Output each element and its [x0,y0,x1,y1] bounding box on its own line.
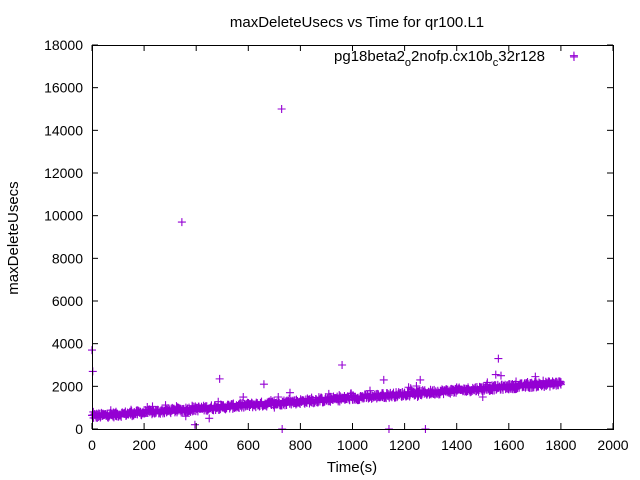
data-point [285,388,294,397]
data-point [274,393,283,401]
x-tick-label: 1600 [493,437,524,453]
data-point [127,405,136,414]
x-tick-label: 0 [88,437,96,453]
data-point [259,380,268,389]
x-tick-label: 400 [185,437,209,453]
data-point [374,391,383,400]
data-point [181,412,190,421]
chart-title: maxDeleteUsecs vs Time for qr100.L1 [230,14,484,31]
plot-marks [88,51,578,433]
y-tick-label: 12000 [44,165,83,181]
x-tick-label: 1200 [389,437,420,453]
data-point [504,380,513,389]
data-point [416,375,425,384]
y-tick-labels: 0 2000 4000 6000 8000 10000 12000 14000 16000 180… [44,37,83,437]
data-point [379,375,388,384]
data-point [413,393,422,401]
y-tick-label: 10000 [44,208,83,224]
data-point [400,388,409,397]
legend-label: pg18beta2o2nofp.cx10bc32r128 [334,48,545,69]
x-tick-label: 200 [132,437,156,453]
legend-marker [570,53,578,61]
data-point [556,378,565,387]
y-tick-label: 0 [75,421,83,437]
data-point [348,395,357,404]
data-point [177,218,186,227]
x-tick-labels: 0 200 400 600 800 1000 1200 1400 1600 1800 2000 [88,437,629,453]
legend-marker-plus [570,53,578,61]
data-point [277,105,286,113]
y-tick-label: 14000 [44,122,83,138]
data-point [452,383,461,392]
data-point [426,386,435,395]
y-tick-label: 18000 [44,37,83,53]
data-point [494,354,503,363]
y-tick-label: 8000 [52,250,83,266]
x-tick-label: 1800 [545,437,576,453]
data-point [218,403,227,412]
data-point [192,403,201,412]
data-point [478,393,487,401]
x-tick-label: 1000 [337,437,368,453]
axis-ticks [91,44,614,430]
data-point [205,414,214,423]
data-point [215,374,224,383]
data-point [239,393,248,402]
x-tick-label: 800 [289,437,313,453]
data-point [296,397,305,406]
y-tick-label: 6000 [52,293,83,309]
y-tick-label: 16000 [44,80,83,96]
x-tick-label: 600 [237,437,261,453]
x-tick-label: 1400 [441,437,472,453]
y-tick-label: 2000 [52,378,83,394]
data-point [338,361,347,369]
data-point [190,420,199,429]
y-axis-label: maxDeleteUsecs [5,181,22,294]
data-point [90,410,99,419]
data-point [103,411,112,420]
data-point [496,371,505,380]
data-point [140,409,149,417]
plot-frame [92,45,614,430]
x-axis-label: Time(s) [327,459,377,476]
data-point [530,378,539,387]
data-point [491,370,500,379]
x-tick-label: 2000 [597,437,628,453]
data-point [270,403,279,412]
y-tick-label: 4000 [52,336,83,352]
